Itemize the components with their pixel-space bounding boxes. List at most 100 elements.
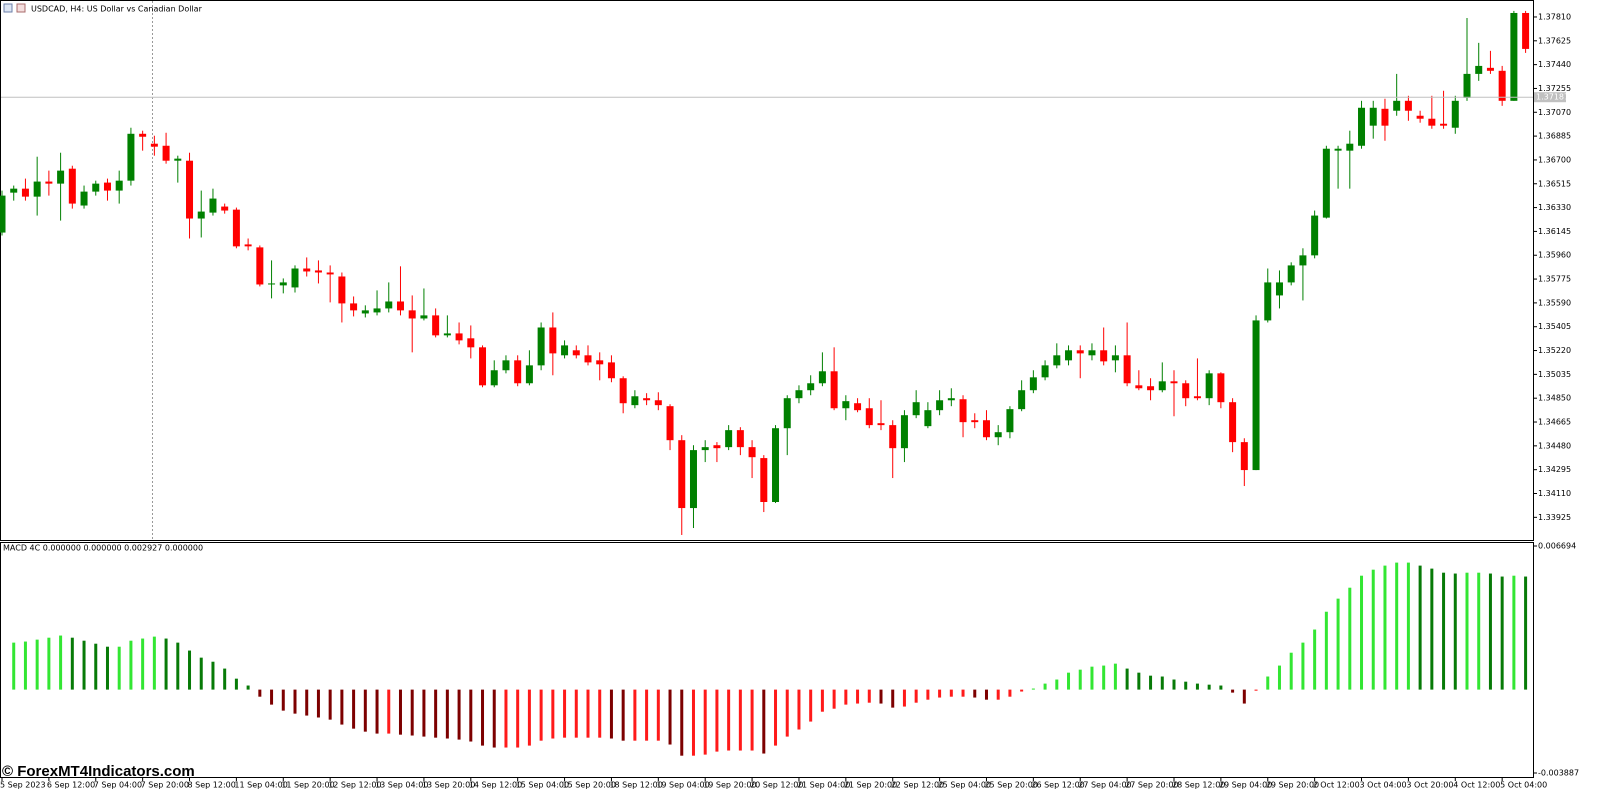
histogram-bar: [961, 689, 965, 697]
histogram-bar: [1102, 665, 1106, 690]
histogram-bar: [1020, 689, 1024, 692]
icon: [3, 3, 13, 13]
histogram-bar: [1137, 672, 1141, 690]
y-tick-label: 1.35590: [1538, 298, 1571, 307]
candle-body: [103, 182, 111, 191]
candle-body: [1193, 396, 1201, 399]
candle-body: [912, 402, 920, 416]
candle-body: [1393, 100, 1401, 111]
candle-body: [971, 420, 979, 423]
histogram-bar: [1195, 683, 1199, 690]
watermark: © ForexMT4Indicators.com: [2, 763, 195, 780]
candle-body: [818, 371, 826, 384]
current-price-box: [1534, 92, 1566, 103]
candle-body: [1451, 100, 1459, 128]
y-tick-label: 1.37440: [1538, 60, 1571, 69]
candle-body: [936, 400, 944, 411]
histogram-bar: [1406, 562, 1410, 690]
histogram-bar: [996, 689, 1000, 700]
x-tick-label: 18 Sep 12:00: [609, 781, 662, 790]
candle-body: [748, 447, 756, 458]
histogram-bar: [164, 638, 168, 690]
histogram-bar: [293, 689, 297, 714]
y-tick-label: -0.003887: [1538, 769, 1579, 778]
histogram-bar: [1383, 565, 1387, 690]
candle-body: [1510, 12, 1518, 101]
candle-body: [1404, 100, 1412, 111]
candle-body: [1369, 107, 1377, 126]
histogram-bar: [516, 689, 520, 748]
candle-body: [994, 432, 1002, 438]
candle-body: [654, 400, 662, 406]
candle-body: [57, 170, 65, 184]
histogram-bar: [891, 689, 895, 708]
candle-body: [1522, 12, 1530, 49]
histogram-bar: [633, 689, 637, 741]
chart-title: USDCAD, H4: US Dollar vs Canadian Dollar: [31, 5, 203, 14]
histogram-bar: [1313, 629, 1317, 690]
histogram-bar: [445, 689, 449, 739]
candle-body: [1006, 409, 1014, 433]
candle-body: [68, 168, 76, 204]
x-tick-label: 15 Sep 20:00: [563, 781, 616, 790]
x-tick-label: 11 Sep 04:00: [234, 781, 287, 790]
histogram-bar: [1055, 679, 1059, 690]
candle-body: [865, 408, 873, 426]
histogram-bar: [691, 689, 695, 756]
candle-body: [525, 365, 533, 384]
candle-body: [701, 447, 709, 451]
candle-body: [186, 160, 194, 219]
histogram-bar: [141, 638, 145, 690]
candle-body: [1358, 107, 1366, 146]
x-tick-label: 3 Oct 20:00: [1406, 781, 1453, 790]
candle-body: [982, 420, 990, 438]
histogram-bar: [879, 689, 883, 704]
candle-body: [1440, 123, 1448, 126]
histogram-bar: [410, 689, 414, 736]
candle-body: [1170, 381, 1178, 384]
x-tick-label: 27 Sep 04:00: [1078, 781, 1131, 790]
candle-body: [92, 183, 100, 192]
histogram-bar: [809, 689, 813, 722]
candle-body: [197, 211, 205, 219]
histogram-bar: [12, 642, 16, 690]
histogram-bar: [305, 689, 309, 716]
title-icons: [3, 3, 26, 13]
histogram-bar: [1207, 684, 1211, 690]
histogram-bar: [984, 689, 988, 700]
histogram-bar: [668, 689, 672, 745]
candle-body: [1475, 65, 1483, 74]
histogram-bar: [539, 689, 543, 741]
histogram-bar: [926, 689, 930, 700]
candle-body: [596, 360, 604, 365]
candle-body: [408, 310, 416, 319]
histogram-bar: [563, 689, 567, 738]
candle-body: [174, 158, 182, 161]
histogram-bar: [1488, 573, 1492, 690]
histogram-bar: [902, 689, 906, 707]
histogram-bar: [94, 643, 98, 690]
x-tick-label: 21 Sep 04:00: [797, 781, 850, 790]
x-tick-label: 13 Sep 04:00: [375, 781, 428, 790]
histogram-bar: [1231, 689, 1235, 693]
candle-body: [1147, 386, 1155, 391]
histogram-bar: [762, 689, 766, 754]
candle-body: [1076, 350, 1084, 354]
histogram-bar: [457, 689, 461, 740]
y-tick-label: 1.34480: [1538, 441, 1571, 450]
histogram-bar: [1113, 663, 1117, 690]
candle-body: [1158, 381, 1166, 391]
histogram-bar: [1360, 575, 1364, 690]
candle-body: [127, 133, 135, 181]
x-tick-label: 26 Sep 12:00: [1031, 781, 1084, 790]
histogram-bar: [1266, 676, 1270, 690]
candle-body: [1264, 282, 1272, 321]
candle-body: [279, 282, 287, 286]
candle-body: [1346, 143, 1354, 151]
candle-body: [115, 180, 123, 191]
candle-body: [244, 244, 252, 247]
histogram-bar: [750, 689, 754, 751]
y-tick-label: 1.34665: [1538, 418, 1571, 427]
histogram-bar: [82, 640, 86, 690]
histogram-bar: [949, 689, 953, 697]
